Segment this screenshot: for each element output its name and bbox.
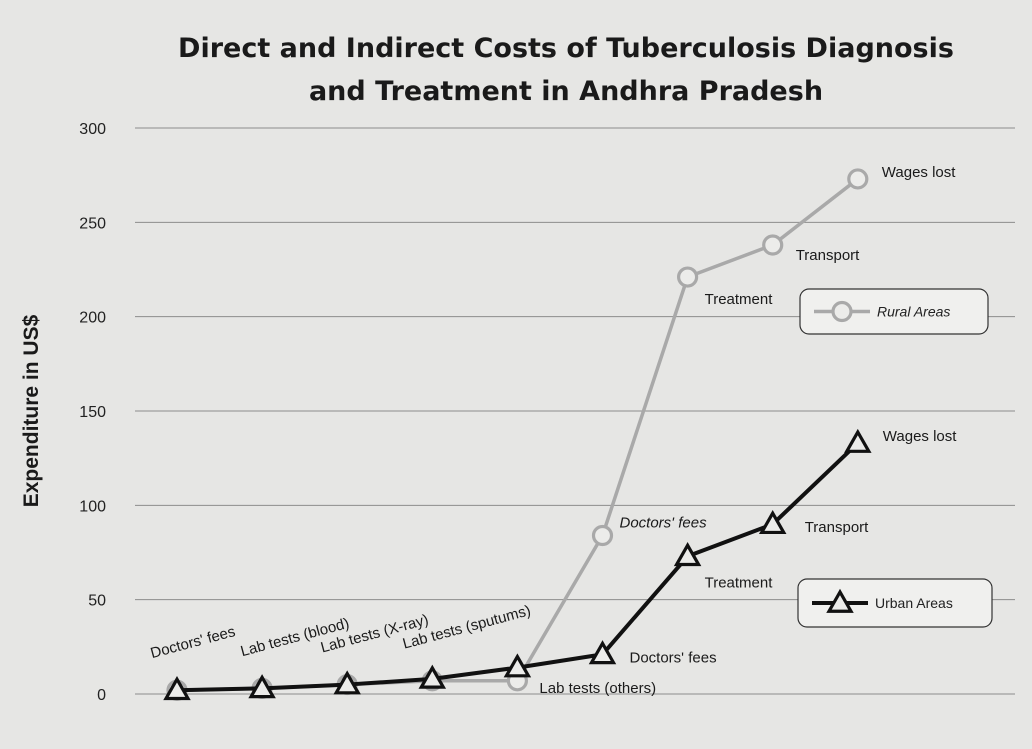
legend-label: Urban Areas bbox=[875, 595, 953, 611]
point-label: Wages lost bbox=[883, 428, 957, 445]
point-label: Transport bbox=[805, 519, 869, 536]
rural-areas-point bbox=[762, 234, 784, 256]
point-label: Wages lost bbox=[882, 164, 956, 181]
legend-label: Rural Areas bbox=[877, 304, 950, 320]
point-label: Treatment bbox=[705, 291, 774, 308]
y-tick-label: 50 bbox=[88, 593, 106, 610]
point-label: Transport bbox=[796, 247, 860, 264]
legend-swatch-marker bbox=[831, 300, 853, 323]
urban-areas-point bbox=[163, 676, 191, 701]
urban-areas-point bbox=[418, 664, 447, 689]
y-tick-label: 300 bbox=[79, 121, 106, 138]
y-tick-label: 0 bbox=[97, 687, 106, 704]
urban-areas-point bbox=[248, 674, 276, 699]
y-tick-label: 200 bbox=[79, 310, 106, 327]
urban-areas-point bbox=[758, 509, 787, 535]
urban-areas-point bbox=[503, 653, 532, 678]
y-tick-label: 250 bbox=[79, 215, 106, 232]
rural-areas-point bbox=[591, 524, 614, 547]
rural-areas-point bbox=[847, 168, 869, 190]
urban-areas-point bbox=[588, 640, 617, 665]
point-label: Doctors' fees bbox=[630, 649, 717, 666]
urban-areas-point bbox=[333, 670, 361, 695]
y-tick-label: 100 bbox=[79, 498, 106, 515]
y-axis-ticks: 0 50 100 150 200 250 300 bbox=[79, 121, 106, 704]
gridlines bbox=[135, 127, 1015, 695]
point-label: Treatment bbox=[705, 574, 774, 591]
chart-title-line-1: Direct and Indirect Costs of Tuberculosi… bbox=[178, 33, 954, 64]
y-tick-label: 150 bbox=[79, 404, 106, 421]
point-label: Lab tests (others) bbox=[539, 680, 656, 697]
series-lines bbox=[163, 168, 872, 701]
rural-areas-point bbox=[676, 266, 699, 288]
point-label: Doctors' fees bbox=[620, 515, 708, 532]
urban-areas-point bbox=[673, 542, 702, 567]
chart-title-line-2: and Treatment in Andhra Pradesh bbox=[309, 76, 823, 107]
y-axis-label: Expenditure in US$ bbox=[20, 314, 43, 507]
legend-swatch-marker bbox=[826, 588, 854, 613]
legend-box bbox=[799, 288, 989, 335]
legend: Rural Areas Urban Areas bbox=[797, 288, 993, 628]
legend-box bbox=[797, 578, 993, 628]
urban-areas-point bbox=[844, 428, 872, 453]
